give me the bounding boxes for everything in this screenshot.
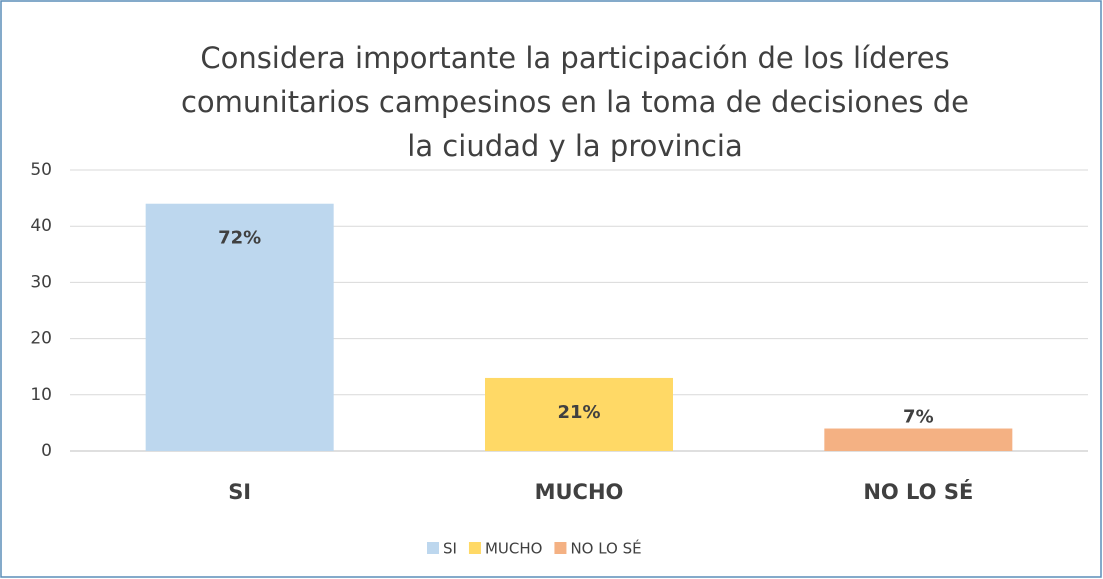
y-tick-label: 10 [30,385,52,405]
title-line: la ciudad y la provincia [407,129,742,163]
x-tick-label: MUCHO [535,480,624,504]
title-line: Considera importante la participación de… [200,41,949,75]
legend-swatch [468,542,481,554]
chart-title: Considera importante la participación de… [181,41,969,163]
data-label: 21% [557,402,600,423]
bar [824,428,1013,451]
legend-label: SI [443,540,457,558]
x-tick-label: NO LO SÉ [863,479,973,504]
y-tick-label: 0 [41,441,52,461]
y-tick-label: 40 [30,216,52,236]
bar [145,203,334,451]
y-tick-label: 30 [30,272,52,292]
x-tick-label: SI [228,480,251,504]
data-label: 7% [903,407,934,428]
legend-swatch [554,542,567,554]
bar [485,377,673,451]
legend-label: NO LO SÉ [570,539,641,558]
legend-swatch [427,542,439,554]
data-label: 72% [218,228,261,249]
legend-label: MUCHO [485,540,542,558]
title-line: comunitarios campesinos en la toma de de… [181,85,969,119]
y-tick-label: 50 [30,160,52,180]
y-tick-label: 20 [30,329,52,349]
